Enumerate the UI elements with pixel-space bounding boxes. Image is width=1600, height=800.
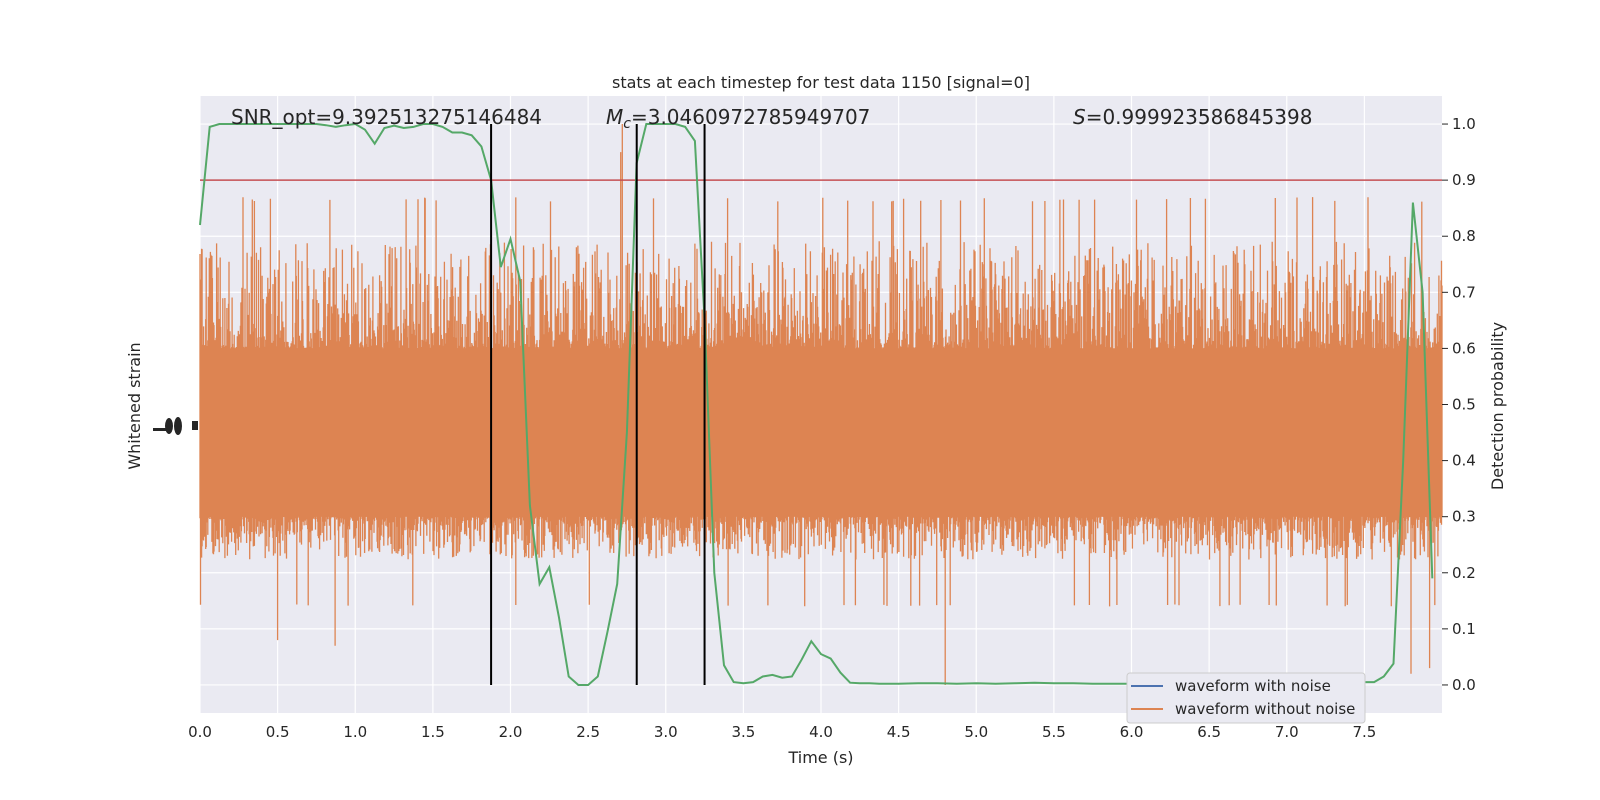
y-tick-label: 0.7 (1452, 283, 1476, 301)
x-tick-label: 3.0 (654, 723, 678, 741)
s-value: =0.999923586845398 (1086, 105, 1313, 129)
x-tick-label: 5.5 (1042, 723, 1066, 741)
x-tick-label: 4.5 (887, 723, 911, 741)
x-tick-label: 0.5 (266, 723, 290, 741)
y-tick-label: 0.5 (1452, 396, 1476, 414)
x-tick-label: 3.5 (731, 723, 755, 741)
x-tick-label: 7.5 (1352, 723, 1376, 741)
x-tick-label: 0.0 (188, 723, 212, 741)
left-axis-glyph (153, 417, 198, 435)
y-tick-label: 1.0 (1452, 115, 1476, 133)
x-tick-label: 5.0 (964, 723, 988, 741)
y-tick-label: 0.1 (1452, 620, 1476, 638)
x-tick-label: 6.0 (1120, 723, 1144, 741)
y-tick-label: 0.4 (1452, 452, 1476, 470)
waveform-dense-band (200, 348, 1442, 517)
chart-title: stats at each timestep for test data 115… (612, 73, 1030, 92)
y-axis-label-left: Whitened strain (125, 342, 144, 469)
snr-annotation: SNR_opt=9.392513275146484 (231, 105, 542, 129)
x-tick-label: 6.5 (1197, 723, 1221, 741)
y-tick-label: 0.0 (1452, 676, 1476, 694)
y-tick-label: 0.6 (1452, 339, 1476, 357)
x-axis-label: Time (s) (787, 748, 853, 767)
x-tick-label: 2.5 (576, 723, 600, 741)
y-tick-label: 0.3 (1452, 508, 1476, 526)
vertical-lines (490, 124, 706, 685)
y-tick-label: 0.2 (1452, 564, 1476, 582)
y-tick-label: 0.8 (1452, 227, 1476, 245)
x-axis-ticks: 0.0 0.5 1.0 1.5 2.0 2.5 3.0 3.5 4.0 4.5 5.0 5.5 6.0 6… (188, 723, 1376, 741)
waveform-without-noise-series (199, 124, 1443, 685)
y-axis-ticks-right: 0.0 0.1 0.2 0.3 0.4 0.5 0.6 0.7 0.8 0.9 1.0 (1442, 115, 1476, 694)
s-annotation: S=0.999923586845398 (1073, 105, 1312, 129)
x-tick-label: 1.5 (421, 723, 445, 741)
legend-entry-with-noise: waveform with noise (1175, 677, 1331, 695)
s-symbol: S (1073, 105, 1086, 129)
legend-box (1126, 672, 1366, 724)
y-tick-label: 0.9 (1452, 171, 1476, 189)
chirp-mass-symbol: M (606, 105, 623, 129)
chirp-mass-subscript: c (623, 116, 631, 132)
chirp-mass-annotation: Mc=3.0460972785949707 (606, 105, 870, 132)
legend-entry-without-noise: waveform without noise (1175, 700, 1355, 718)
x-tick-label: 2.0 (499, 723, 523, 741)
y-axis-label-right: Detection probability (1488, 322, 1507, 490)
x-tick-label: 7.0 (1275, 723, 1299, 741)
chirp-mass-value: =3.0460972785949707 (631, 105, 870, 129)
legend: waveform with noise waveform without noi… (1126, 672, 1366, 724)
x-tick-label: 4.0 (809, 723, 833, 741)
x-tick-label: 1.0 (343, 723, 367, 741)
